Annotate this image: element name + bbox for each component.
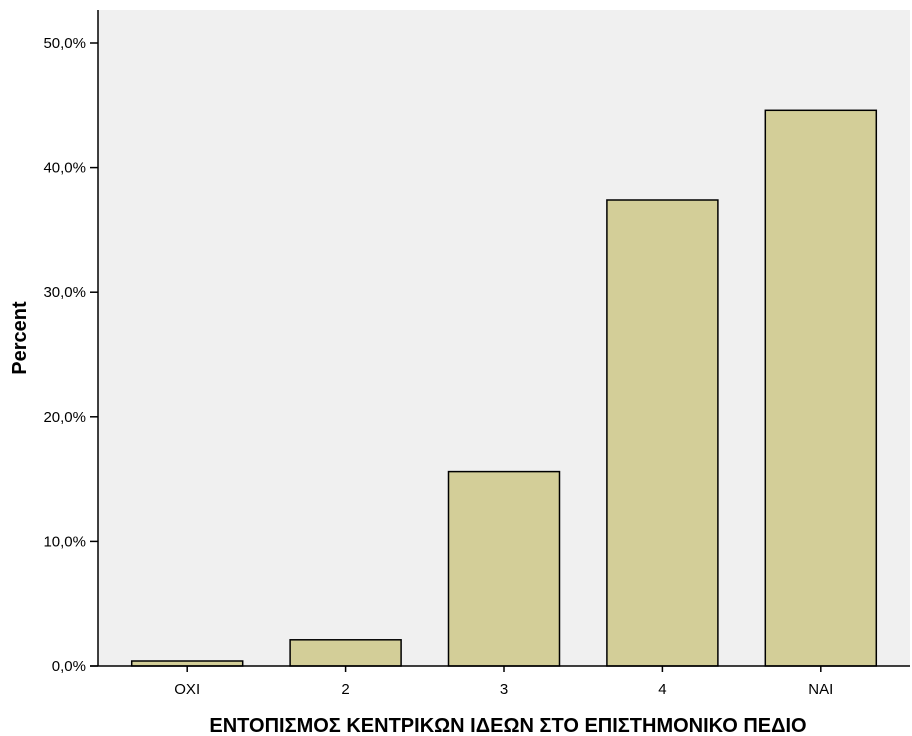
y-tick-label: 50,0% [43,35,86,52]
y-axis: 0,0% 10,0% 20,0% 30,0% 40,0% 50,0% [43,10,99,675]
bars [130,109,878,667]
x-axis: ΟΧΙ 2 3 4 ΝΑΙ [90,665,910,698]
y-tick-label: 10,0% [43,533,86,550]
bar-2 [289,639,402,667]
y-axis-title: Percent [9,301,31,375]
y-tick-label: 30,0% [43,284,86,301]
x-tick-label: 3 [500,681,508,698]
y-tick-label: 20,0% [43,409,86,426]
y-tick-label: 40,0% [43,160,86,177]
x-axis-title: ΕΝΤΟΠΙΣΜΟΣ ΚΕΝΤΡΙΚΩΝ ΙΔΕΩΝ ΣΤΟ ΕΠΙΣΤΗΜΟΝ… [209,715,806,736]
bar-4 [606,199,719,667]
x-tick-label: ΟΧΙ [174,681,200,698]
x-tick-label: 2 [341,681,349,698]
x-tick-label: ΝΑΙ [808,681,833,698]
y-tick-label: 0,0% [52,658,86,675]
x-tick-label: 4 [658,681,666,698]
bar-3 [447,470,561,667]
bar-5 [764,109,878,667]
